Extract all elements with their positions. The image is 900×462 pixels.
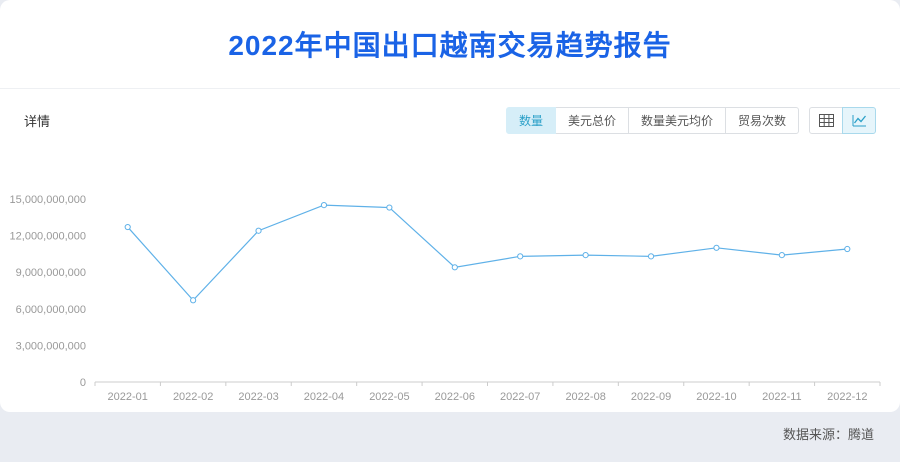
svg-text:12,000,000,000: 12,000,000,000 [10,231,86,243]
data-source-label: 数据来源：腾道 [782,427,874,442]
metric-tab-usd-total[interactable]: 美元总价 [554,107,629,134]
metric-tab-usd-avg[interactable]: 数量美元均价 [627,107,726,134]
trend-chart: 0 3,000,000,000 6,000,000,000 9,000,000,000… [10,194,881,403]
table-icon [818,114,834,127]
svg-text:2022-05: 2022-05 [369,391,409,403]
metric-tab-quantity[interactable]: 数量 [505,107,556,134]
svg-text:2022-01: 2022-01 [108,391,148,403]
svg-text:2022-03: 2022-03 [238,391,278,403]
svg-text:2022-11: 2022-11 [762,391,802,403]
chart-view-button[interactable] [842,107,876,134]
view-toggle-group [809,107,876,134]
metric-tab-group: 数量 美元总价 数量美元均价 贸易次数 [505,107,799,134]
page-title: 2022年中国出口越南交易趋势报告 [228,30,672,61]
metric-tab-trade-count[interactable]: 贸易次数 [724,107,799,134]
svg-text:2022-04: 2022-04 [304,391,344,403]
svg-text:15,000,000,000: 15,000,000,000 [10,194,86,206]
svg-text:6,000,000,000: 6,000,000,000 [16,304,86,316]
report-header: 2022年中国出口越南交易趋势报告 [0,0,900,89]
svg-text:2022-09: 2022-09 [631,391,671,403]
toolbar: 详情 数量 美元总价 数量美元均价 贸易次数 [24,107,876,134]
section-label: 详情 [24,114,51,129]
toolbar-right: 数量 美元总价 数量美元均价 贸易次数 [505,107,876,134]
svg-text:2022-12: 2022-12 [827,391,867,403]
svg-text:2022-10: 2022-10 [696,391,736,403]
svg-text:2022-02: 2022-02 [173,391,213,403]
svg-text:3,000,000,000: 3,000,000,000 [16,340,86,352]
chart-area: 0 3,000,000,000 6,000,000,000 9,000,000,000… [0,152,900,410]
svg-text:0: 0 [80,377,86,389]
table-view-button[interactable] [809,107,843,134]
svg-text:9,000,000,000: 9,000,000,000 [16,267,86,279]
line-chart-icon [852,115,866,127]
svg-text:2022-06: 2022-06 [435,391,475,403]
svg-text:2022-07: 2022-07 [500,391,540,403]
report-card: 2022年中国出口越南交易趋势报告 详情 数量 美元总价 数量美元均价 贸易次数 [0,0,900,412]
svg-text:2022-08: 2022-08 [565,391,605,403]
